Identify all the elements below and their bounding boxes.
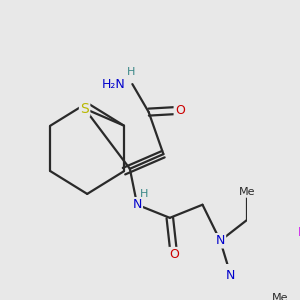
Text: H₂N: H₂N <box>102 78 126 91</box>
Text: Me: Me <box>272 293 288 300</box>
Text: H: H <box>140 189 148 199</box>
Text: N: N <box>226 268 235 281</box>
Text: S: S <box>80 102 89 116</box>
Text: H: H <box>127 67 135 77</box>
Text: Me: Me <box>239 187 256 196</box>
Text: N: N <box>216 234 225 247</box>
Text: N: N <box>132 198 142 211</box>
Text: I: I <box>298 226 300 238</box>
Text: O: O <box>175 104 185 117</box>
Text: O: O <box>169 248 179 261</box>
